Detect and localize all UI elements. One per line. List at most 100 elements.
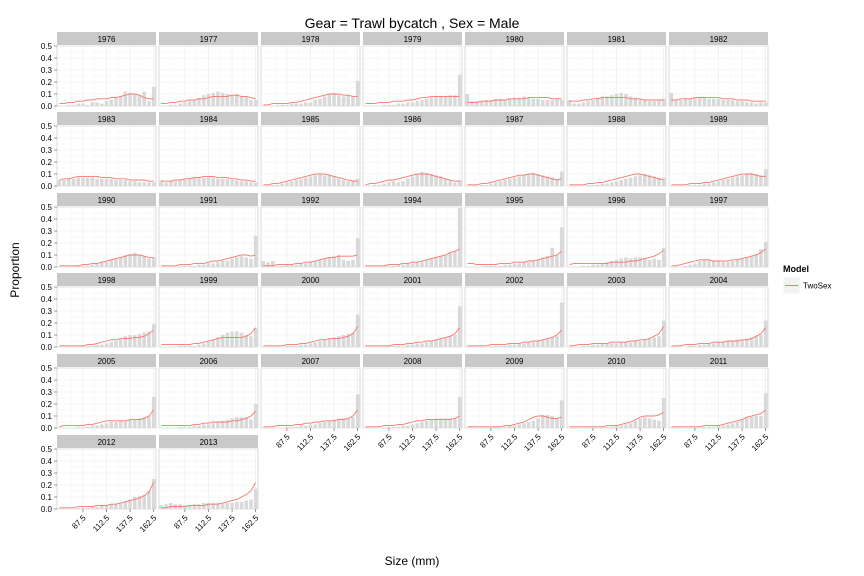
panel-strip [567,32,666,45]
x-tick-label: 162.5 [342,432,363,453]
observed-bar [128,92,132,106]
observed-bar [133,252,137,267]
observed-bar [638,175,642,186]
observed-bar [114,504,118,509]
observed-bar [206,503,211,509]
observed-bar [100,262,104,267]
fitted-line-twosex [671,327,766,347]
x-tick-label: 112.5 [601,432,621,452]
x-tick-label: 162.5 [240,513,261,534]
observed-bar [308,343,313,347]
fitted-line-twosex [569,411,664,428]
observed-bar [503,345,507,347]
observed-bar [443,96,448,106]
observed-bar [572,103,576,106]
observed-bar [415,174,419,186]
observed-bar [605,96,609,106]
observed-bar [216,178,220,186]
panel-strip [363,354,462,367]
observed-bar [197,264,201,267]
observed-bar [173,104,178,106]
observed-bar [702,183,707,186]
fitted-line-twosex [467,329,562,347]
x-tick-label: 87.5 [376,432,394,450]
observed-bar [95,425,99,428]
observed-bar [142,332,146,347]
panel-1976: 1976 0.5 0.4 0.3 0.2 0.1 0.0 [41,32,157,111]
fitted-line-twosex [365,248,460,267]
observed-bar [424,342,429,347]
observed-bar [230,418,234,428]
observed-bar [401,103,405,106]
observed-bar [619,258,623,267]
observed-bar [355,238,360,267]
observed-bar [114,422,118,428]
observed-bar [600,343,605,347]
observed-bar [697,184,702,186]
observed-bar [457,396,462,428]
fitted-line-twosex [365,95,460,105]
observed-bar [559,302,564,347]
observed-bar [406,102,410,106]
panel-strip [567,112,666,125]
panel-1985: 1985 [260,112,361,187]
panel-1997: 1997 [668,193,769,268]
observed-bar [387,345,391,347]
observed-bar [313,342,317,347]
observed-bar [429,258,434,267]
fitted-line-twosex [569,97,664,102]
observed-bar [526,97,531,106]
observed-bar [498,98,503,106]
panel-2005: 2005 0.5 0.4 0.3 0.2 0.1 0.0 [41,354,157,433]
observed-bar [211,177,215,186]
observed-bar [159,180,164,186]
observed-bar [230,258,234,267]
observed-bar [71,178,76,186]
observed-bar [81,507,85,509]
observed-bar [763,102,768,106]
y-tick-label: 0.0 [41,182,53,191]
panel-2002: 2002 [464,273,565,348]
y-tick-label: 0.5 [41,445,53,454]
observed-bar [104,261,109,267]
observed-bar [559,171,564,186]
observed-bar [151,479,156,509]
observed-bar [109,178,113,186]
observed-bar [114,341,118,347]
observed-bar [391,426,396,428]
observed-bar [206,424,211,428]
observed-bar [235,94,239,106]
observed-bar [249,100,253,106]
observed-bar [118,96,123,106]
observed-bar [239,417,244,428]
observed-bar [647,338,652,347]
observed-bar [614,425,619,428]
observed-bar [531,172,536,186]
observed-bar [429,341,434,347]
panel-2004: 2004 [668,273,769,348]
y-tick-label: 0.1 [41,331,53,340]
observed-bar [332,419,336,428]
observed-bar [619,92,623,106]
observed-bar [503,426,507,428]
observed-bar [536,98,540,106]
observed-bar [235,257,239,267]
observed-bar [749,172,754,186]
observed-bar [493,265,498,267]
y-tick-label: 0.4 [41,295,53,304]
observed-bar [420,100,424,106]
observed-bar [104,101,109,106]
observed-bar [643,174,647,186]
fitted-line-twosex [161,327,256,346]
panel-strip [465,112,564,125]
observed-bar [479,101,484,106]
panel-strip [465,32,564,45]
observed-bar [577,103,581,106]
observed-bar [647,418,652,428]
panel-2012: 2012 0.5 0.4 0.3 0.2 0.1 0.0 87.5 112.5 137.5 162.… [41,435,159,534]
observed-bar [633,341,638,347]
observed-bar [178,103,182,106]
observed-bar [183,178,187,186]
observed-bar [693,345,697,347]
observed-bar [249,258,253,267]
